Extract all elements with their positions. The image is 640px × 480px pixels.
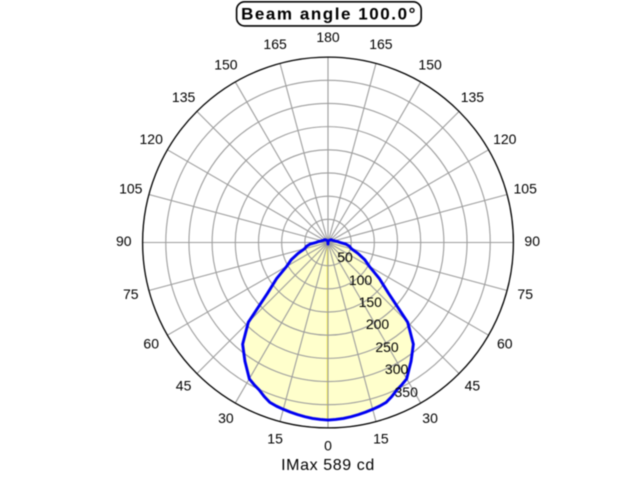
svg-text:105: 105 — [514, 180, 538, 196]
svg-text:45: 45 — [465, 378, 481, 394]
svg-text:0: 0 — [324, 437, 332, 453]
svg-text:105: 105 — [119, 180, 143, 196]
svg-text:45: 45 — [176, 378, 192, 394]
svg-text:150: 150 — [418, 56, 442, 72]
svg-text:150: 150 — [359, 294, 383, 310]
svg-text:60: 60 — [497, 335, 513, 351]
svg-text:30: 30 — [218, 410, 234, 426]
svg-text:150: 150 — [214, 56, 238, 72]
svg-text:90: 90 — [524, 233, 540, 249]
svg-text:60: 60 — [143, 335, 159, 351]
svg-text:180: 180 — [316, 29, 340, 45]
svg-text:300: 300 — [385, 361, 409, 377]
svg-text:165: 165 — [369, 36, 393, 52]
svg-text:IMax 589 cd: IMax 589 cd — [281, 457, 375, 474]
svg-text:15: 15 — [267, 430, 283, 446]
svg-text:50: 50 — [337, 249, 353, 265]
svg-text:120: 120 — [140, 131, 164, 147]
svg-text:135: 135 — [461, 89, 485, 105]
svg-text:30: 30 — [422, 410, 438, 426]
svg-text:100: 100 — [349, 272, 373, 288]
svg-text:Beam angle 100.0°: Beam angle 100.0° — [241, 4, 417, 23]
svg-text:250: 250 — [375, 339, 399, 355]
svg-text:165: 165 — [263, 36, 287, 52]
svg-text:15: 15 — [373, 430, 389, 446]
svg-text:135: 135 — [172, 89, 196, 105]
svg-text:120: 120 — [493, 131, 517, 147]
svg-text:90: 90 — [116, 233, 132, 249]
svg-text:75: 75 — [517, 286, 533, 302]
svg-text:200: 200 — [366, 316, 390, 332]
svg-text:75: 75 — [123, 286, 139, 302]
svg-text:350: 350 — [395, 384, 419, 400]
